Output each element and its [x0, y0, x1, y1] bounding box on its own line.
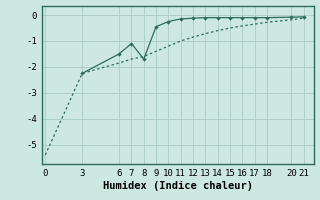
X-axis label: Humidex (Indice chaleur): Humidex (Indice chaleur) [103, 181, 252, 191]
